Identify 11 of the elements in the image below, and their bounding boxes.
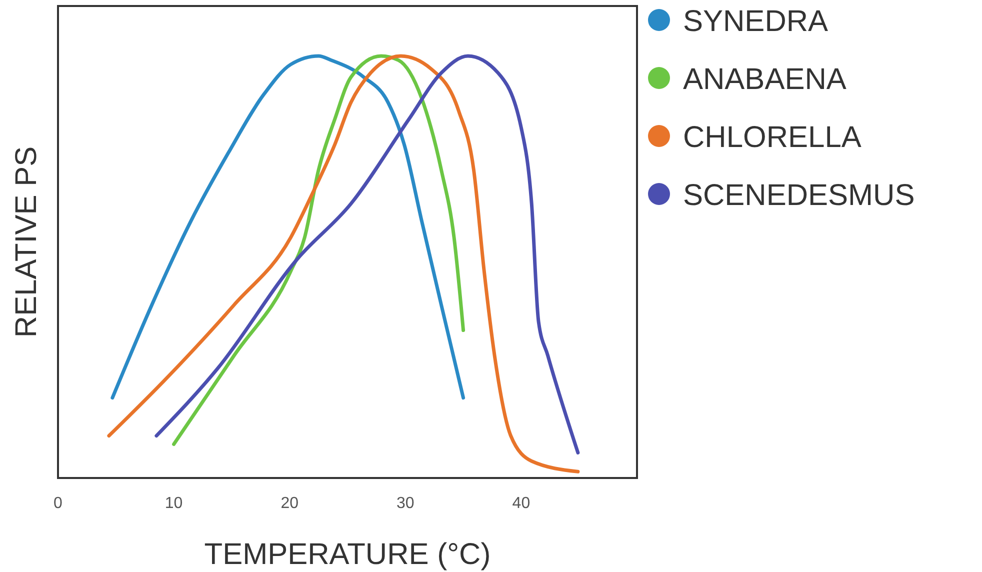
x-axis-title: TEMPERATURE (°C) [204,538,491,571]
x-tick-label: 20 [280,495,299,512]
y-axis-title: RELATIVE PS [10,146,43,338]
legend-label: CHLORELLA [683,121,862,154]
x-tick-label: 40 [512,495,530,512]
legend-label: SYNEDRA [683,5,828,38]
legend-label: ANABAENA [683,63,846,96]
x-tick-label: 30 [396,495,414,512]
x-tick-label: 0 [54,495,63,512]
x-tick-label: 10 [164,495,183,512]
legend-label: SCENEDESMUS [683,179,915,212]
